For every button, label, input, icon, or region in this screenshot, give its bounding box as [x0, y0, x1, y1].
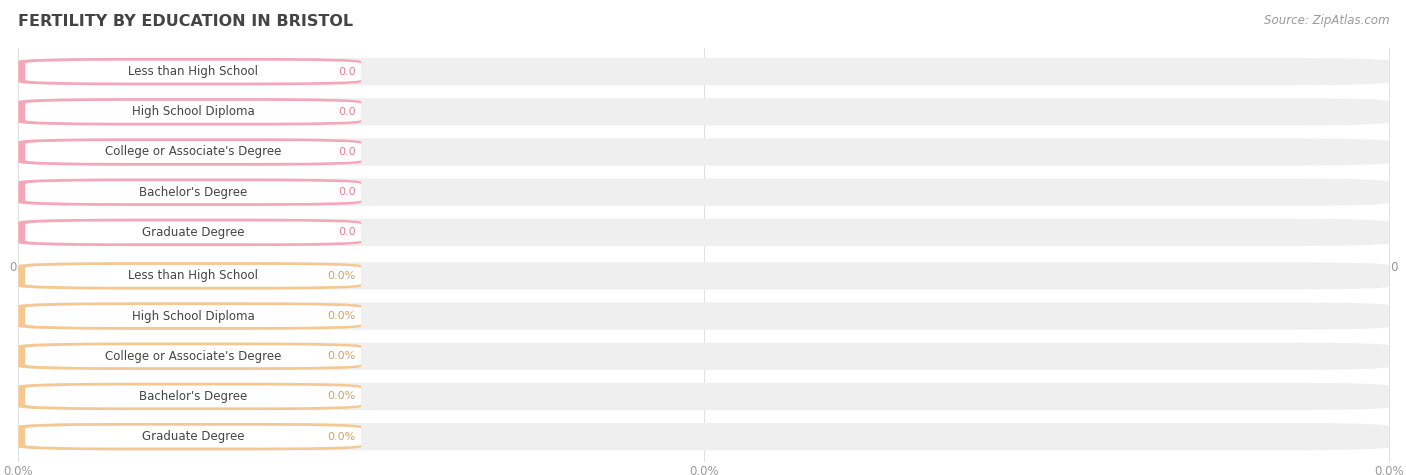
FancyBboxPatch shape: [18, 179, 361, 206]
FancyBboxPatch shape: [18, 262, 1389, 290]
Text: FERTILITY BY EDUCATION IN BRISTOL: FERTILITY BY EDUCATION IN BRISTOL: [18, 14, 353, 29]
Text: 0.0%: 0.0%: [328, 311, 356, 321]
FancyBboxPatch shape: [18, 383, 361, 410]
FancyBboxPatch shape: [18, 218, 361, 246]
FancyBboxPatch shape: [18, 342, 361, 370]
Text: Bachelor's Degree: Bachelor's Degree: [139, 390, 247, 403]
FancyBboxPatch shape: [25, 386, 361, 408]
FancyBboxPatch shape: [25, 221, 361, 243]
FancyBboxPatch shape: [18, 383, 1389, 410]
Text: 0.0%: 0.0%: [328, 351, 356, 361]
Text: Less than High School: Less than High School: [128, 269, 259, 282]
FancyBboxPatch shape: [25, 305, 361, 327]
FancyBboxPatch shape: [18, 423, 1389, 450]
Text: 0.0: 0.0: [337, 147, 356, 157]
FancyBboxPatch shape: [18, 218, 1389, 246]
Text: 0.0: 0.0: [337, 66, 356, 76]
Text: 0.0: 0.0: [337, 187, 356, 197]
FancyBboxPatch shape: [25, 181, 361, 203]
Text: Less than High School: Less than High School: [128, 65, 259, 78]
Text: High School Diploma: High School Diploma: [132, 105, 254, 118]
Text: High School Diploma: High School Diploma: [132, 310, 254, 323]
FancyBboxPatch shape: [18, 303, 1389, 330]
Text: 0.0%: 0.0%: [328, 271, 356, 281]
Text: Graduate Degree: Graduate Degree: [142, 226, 245, 239]
Text: Bachelor's Degree: Bachelor's Degree: [139, 186, 247, 199]
FancyBboxPatch shape: [25, 141, 361, 163]
FancyBboxPatch shape: [18, 98, 1389, 125]
Text: Source: ZipAtlas.com: Source: ZipAtlas.com: [1264, 14, 1389, 27]
FancyBboxPatch shape: [25, 61, 361, 83]
FancyBboxPatch shape: [18, 303, 361, 330]
Text: Graduate Degree: Graduate Degree: [142, 430, 245, 443]
FancyBboxPatch shape: [25, 345, 361, 367]
FancyBboxPatch shape: [18, 98, 361, 125]
FancyBboxPatch shape: [18, 342, 1389, 370]
FancyBboxPatch shape: [25, 265, 361, 287]
Text: 0.0: 0.0: [337, 107, 356, 117]
FancyBboxPatch shape: [18, 58, 361, 86]
FancyBboxPatch shape: [18, 179, 1389, 206]
FancyBboxPatch shape: [18, 262, 361, 290]
FancyBboxPatch shape: [18, 58, 1389, 86]
FancyBboxPatch shape: [18, 138, 361, 166]
FancyBboxPatch shape: [18, 423, 361, 450]
Text: 0.0%: 0.0%: [328, 432, 356, 442]
Text: College or Associate's Degree: College or Associate's Degree: [105, 145, 281, 159]
Text: 0.0%: 0.0%: [328, 391, 356, 401]
Text: College or Associate's Degree: College or Associate's Degree: [105, 350, 281, 363]
FancyBboxPatch shape: [25, 426, 361, 447]
FancyBboxPatch shape: [18, 138, 1389, 166]
Text: 0.0: 0.0: [337, 228, 356, 238]
FancyBboxPatch shape: [25, 101, 361, 123]
